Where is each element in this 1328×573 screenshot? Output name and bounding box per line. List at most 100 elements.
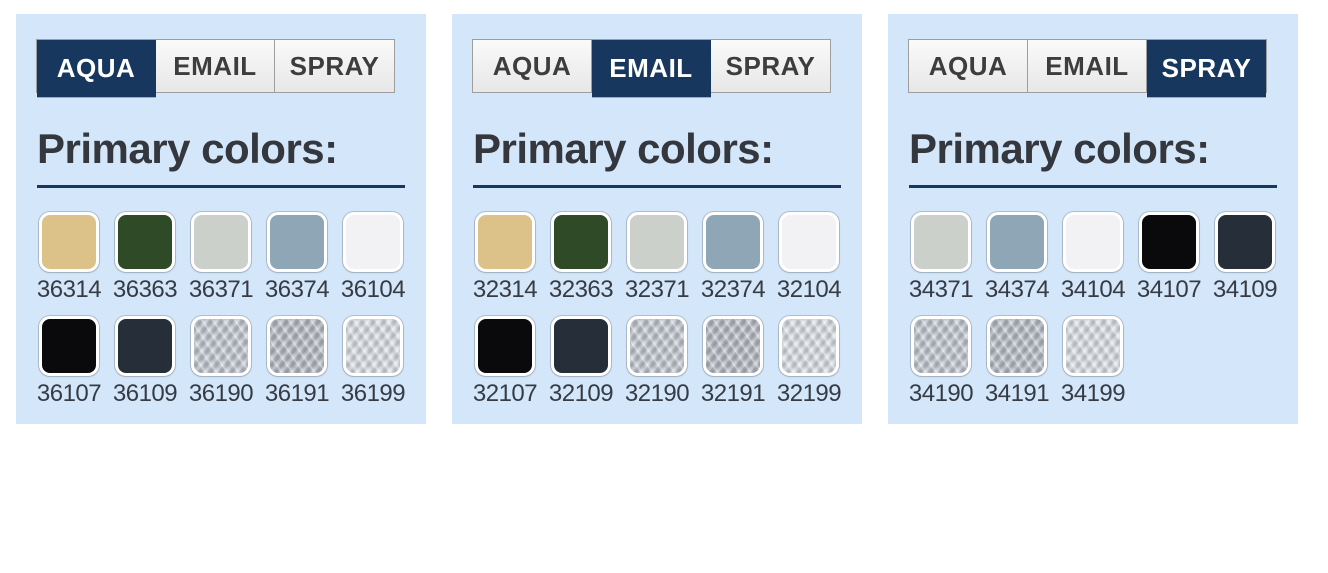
tab-email[interactable]: EMAIL: [592, 40, 711, 97]
tab-bar: AQUA EMAIL SPRAY: [36, 39, 395, 97]
color-swatch[interactable]: [1063, 212, 1123, 273]
color-swatch[interactable]: [1215, 212, 1275, 273]
panel-aqua: AQUA EMAIL SPRAY Primary colors: 36314 3…: [16, 14, 426, 425]
swatch-cell: 36109: [112, 316, 178, 408]
swatch-code: 32109: [548, 380, 614, 408]
swatch-code: 36314: [36, 276, 102, 304]
color-swatch[interactable]: [115, 316, 175, 377]
swatch-code: 36374: [264, 276, 330, 304]
tab-label: SPRAY: [289, 50, 380, 81]
swatch-cell: 32199: [776, 316, 842, 408]
color-swatch[interactable]: [627, 316, 687, 377]
tab-label: SPRAY: [725, 50, 816, 81]
swatch-cell: 32104: [777, 212, 842, 304]
swatch-code: 34199: [1060, 380, 1126, 408]
color-swatch[interactable]: [911, 316, 971, 377]
swatch-cell: 34104: [1060, 212, 1126, 304]
tab-aqua[interactable]: AQUA: [473, 40, 592, 92]
swatch-grid: 32314 32363 32371 32374 32104 32107 3210…: [472, 212, 842, 408]
color-swatch[interactable]: [987, 316, 1047, 377]
color-swatch[interactable]: [475, 212, 535, 273]
tab-spray[interactable]: SPRAY: [711, 40, 830, 92]
color-swatch[interactable]: [703, 212, 763, 273]
tab-spray[interactable]: SPRAY: [275, 40, 394, 92]
tab-label: AQUA: [492, 50, 572, 81]
tab-label: AQUA: [56, 53, 136, 83]
color-swatch[interactable]: [551, 212, 611, 273]
panels-row: AQUA EMAIL SPRAY Primary colors: 36314 3…: [16, 14, 1298, 425]
tab-aqua[interactable]: AQUA: [37, 40, 156, 97]
color-swatch[interactable]: [627, 212, 687, 273]
swatch-code: 34371: [908, 276, 974, 304]
swatch-code: 32314: [472, 276, 538, 304]
swatch-cell: 32191: [700, 316, 766, 408]
color-swatch[interactable]: [343, 212, 403, 273]
swatch-cell: 34109: [1212, 212, 1278, 304]
swatch-cell: 36190: [189, 316, 254, 408]
swatch-code: 32107: [472, 380, 538, 408]
swatch-cell: 32107: [472, 316, 538, 408]
swatch-code: 34109: [1212, 276, 1278, 304]
swatch-code: 34374: [984, 276, 1050, 304]
tab-spray[interactable]: SPRAY: [1147, 40, 1266, 97]
swatch-code: 36191: [264, 380, 330, 408]
tab-bar: AQUA EMAIL SPRAY: [472, 39, 831, 97]
swatch-cell: 36314: [36, 212, 102, 304]
swatch-code: 36363: [112, 276, 178, 304]
swatch-code: 32191: [700, 380, 766, 408]
tab-email[interactable]: EMAIL: [1028, 40, 1147, 92]
color-swatch[interactable]: [911, 212, 971, 273]
color-swatch[interactable]: [779, 316, 839, 377]
tab-label: EMAIL: [173, 50, 257, 81]
swatch-cell: 34107: [1137, 212, 1202, 304]
color-swatch[interactable]: [39, 212, 99, 273]
swatch-cell: 34371: [908, 212, 974, 304]
color-swatch[interactable]: [703, 316, 763, 377]
panel-spray: AQUA EMAIL SPRAY Primary colors: 34371 3…: [888, 14, 1298, 425]
swatch-cell: 32363: [548, 212, 614, 304]
swatch-code: 36109: [112, 380, 178, 408]
swatch-code: 32190: [624, 380, 690, 408]
color-swatch[interactable]: [475, 316, 535, 377]
swatch-cell: 34374: [984, 212, 1050, 304]
tab-label: EMAIL: [609, 53, 693, 83]
tab-label: AQUA: [928, 50, 1008, 81]
swatch-code: 32199: [776, 380, 842, 408]
color-swatch[interactable]: [191, 316, 251, 377]
tab-aqua[interactable]: AQUA: [909, 40, 1028, 92]
swatch-cell: 36107: [36, 316, 102, 408]
color-swatch[interactable]: [779, 212, 839, 273]
color-swatch[interactable]: [39, 316, 99, 377]
color-swatch[interactable]: [267, 316, 327, 377]
swatch-cell: 36104: [341, 212, 406, 304]
color-swatch[interactable]: [191, 212, 251, 273]
swatch-cell: 32190: [624, 316, 690, 408]
swatch-grid: 36314 36363 36371 36374 36104 36107 3610…: [36, 212, 406, 408]
swatch-cell: 36363: [112, 212, 178, 304]
swatch-cell: 34199: [1060, 316, 1126, 408]
swatch-grid: 34371 34374 34104 34107 34109 34190 3419…: [908, 212, 1278, 408]
panel-email: AQUA EMAIL SPRAY Primary colors: 32314 3…: [452, 14, 862, 425]
panel-heading: Primary colors:: [909, 126, 1277, 189]
color-swatch[interactable]: [551, 316, 611, 377]
swatch-code: 32363: [548, 276, 614, 304]
swatch-code: 34104: [1060, 276, 1126, 304]
swatch-cell: 32371: [625, 212, 690, 304]
swatch-cell: 34190: [909, 316, 974, 408]
tab-bar: AQUA EMAIL SPRAY: [908, 39, 1267, 97]
color-swatch[interactable]: [343, 316, 403, 377]
panel-heading: Primary colors:: [473, 126, 841, 189]
swatch-cell: 32314: [472, 212, 538, 304]
color-swatch[interactable]: [987, 212, 1047, 273]
tab-email[interactable]: EMAIL: [156, 40, 275, 92]
swatch-code: 36107: [36, 380, 102, 408]
color-swatch[interactable]: [267, 212, 327, 273]
swatch-code: 32374: [700, 276, 766, 304]
swatch-cell: 36199: [341, 316, 406, 408]
swatch-code: 34191: [984, 380, 1050, 408]
swatch-cell: 34191: [984, 316, 1050, 408]
color-swatch[interactable]: [1063, 316, 1123, 377]
color-swatch[interactable]: [1139, 212, 1199, 273]
color-swatch[interactable]: [115, 212, 175, 273]
